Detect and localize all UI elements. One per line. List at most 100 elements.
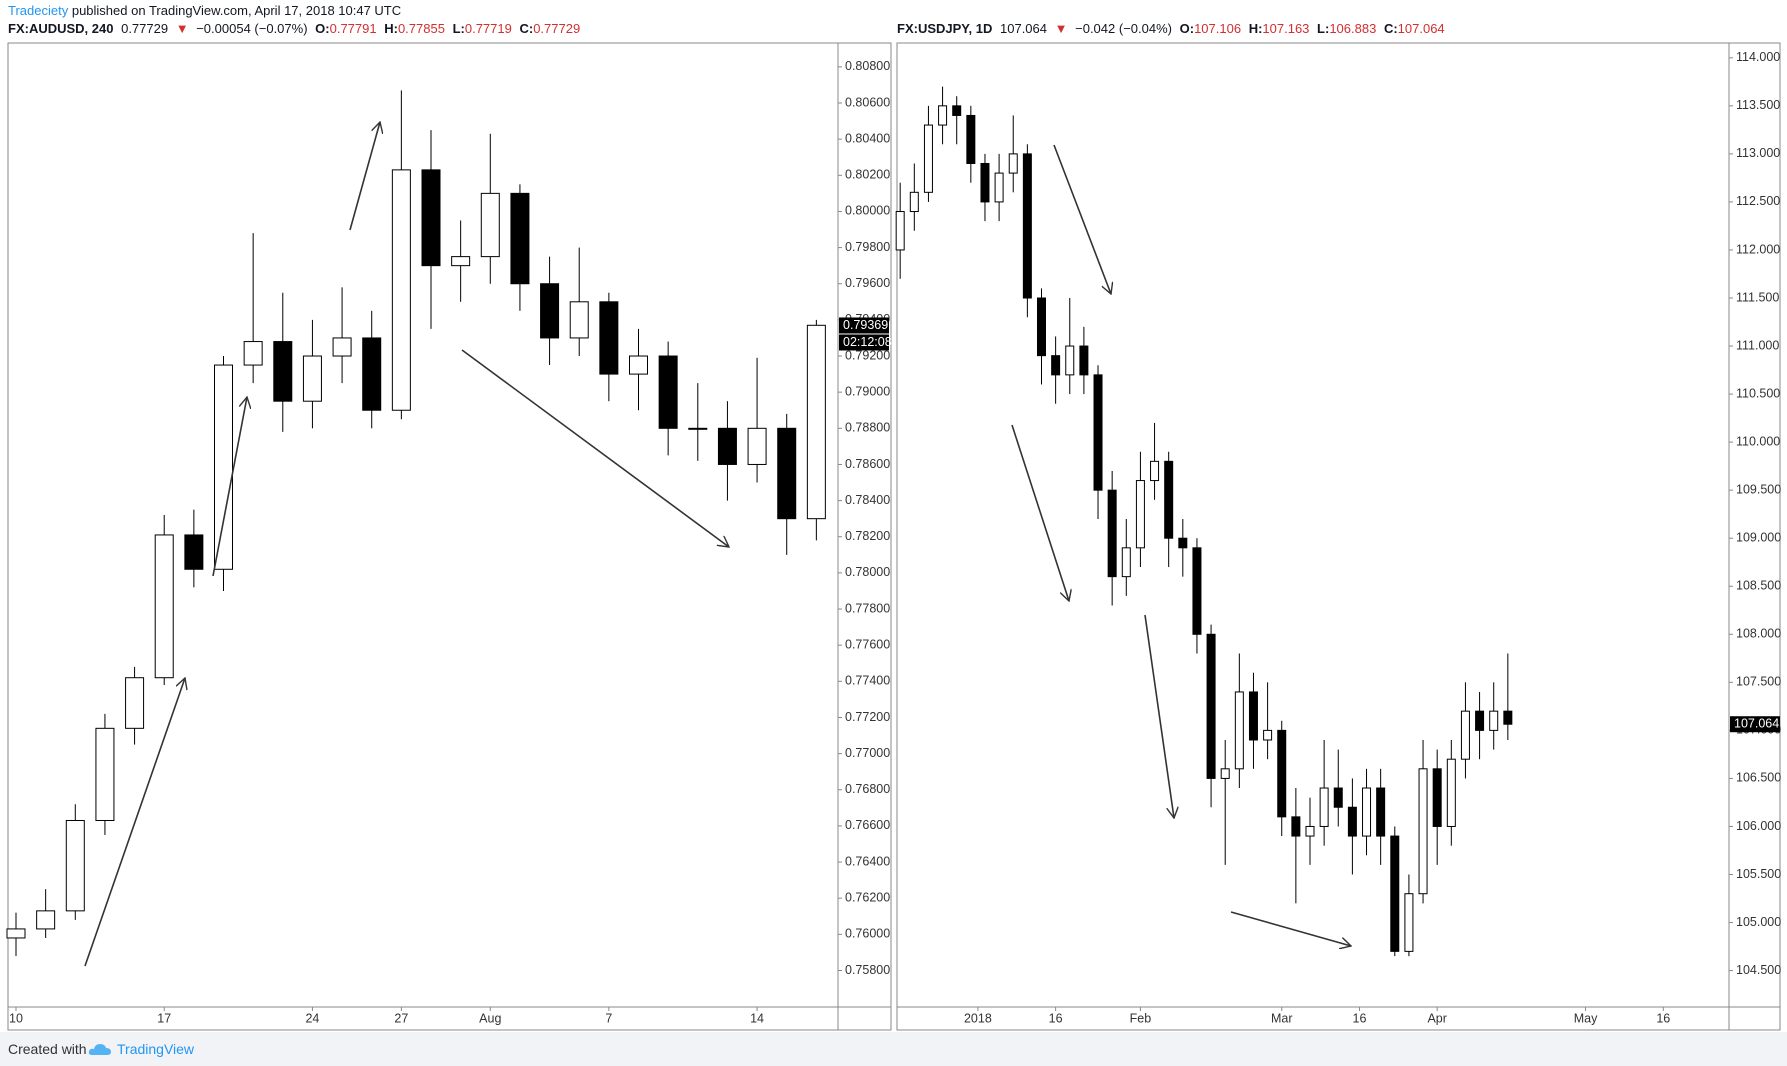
trend-arrows (84, 122, 1351, 967)
y-tick-label: 111.000 (1736, 338, 1779, 352)
change-arrow: ▼ (1054, 21, 1068, 36)
candle-body (1093, 374, 1103, 491)
ohlc-value: 106.883 (1329, 21, 1377, 36)
y-tick-label: 110.000 (1736, 434, 1780, 448)
ohlc-key: C: (519, 21, 534, 36)
y-tick-label: 109.000 (1736, 531, 1781, 545)
brand-link[interactable]: TradingView (117, 1041, 195, 1057)
ohlc-value: 0.77855 (397, 21, 445, 36)
arrow (84, 678, 185, 967)
x-tick-label: 16 (1049, 1011, 1063, 1025)
x-tick-label: 7 (605, 1011, 612, 1025)
ohlc-key: O: (1179, 21, 1195, 36)
candle-body (6, 928, 26, 939)
candle-body (1347, 806, 1357, 837)
y-tick-label: 114.000 (1736, 50, 1780, 64)
ohlc-key: H: (384, 21, 398, 36)
candle-body (540, 283, 560, 339)
y-tick-label: 108.500 (1736, 579, 1781, 593)
y-tick-label: 0.78800 (845, 421, 890, 435)
ohlc-value: 107.163 (1262, 21, 1310, 36)
candle-body (1107, 489, 1117, 578)
candle-body (599, 301, 619, 375)
candle-body (214, 364, 234, 570)
y-tick-label: 0.77600 (845, 637, 890, 651)
x-tick-label: 24 (305, 1011, 319, 1025)
y-tick-label: 0.78000 (845, 565, 890, 579)
ohlc-value: 0.77791 (329, 21, 377, 36)
candle-body (243, 341, 263, 366)
last-price-box (1730, 716, 1780, 733)
candle-body (994, 172, 1004, 203)
candle-body (1079, 345, 1089, 376)
y-tick-label: 110.500 (1736, 386, 1780, 400)
y-tick-label: 0.76000 (845, 927, 890, 941)
arrow (1011, 424, 1069, 601)
candle-body (658, 355, 678, 429)
author-link[interactable]: Tradeciety (8, 3, 69, 18)
arrow (1053, 144, 1111, 294)
candle-body (1305, 825, 1315, 837)
symbol: FX:AUDUSD, 240 (8, 21, 114, 36)
ohlc-key: L: (1317, 21, 1330, 36)
tv-logo[interactable] (88, 1041, 112, 1057)
candle-body (36, 910, 56, 930)
y-tick-label: 107.500 (1736, 675, 1781, 689)
candle-body (923, 124, 933, 193)
candle-body (1008, 153, 1018, 174)
candle-body (1206, 633, 1216, 779)
last-price-label: 0.79369 (843, 318, 888, 332)
y-tick-label: 111.500 (1736, 290, 1779, 304)
candle-body (1121, 547, 1131, 578)
last-value: 0.77729 (121, 21, 169, 36)
candle-body (125, 677, 145, 729)
symbol: FX:USDJPY, 1D (897, 21, 993, 36)
candle-body (95, 727, 115, 821)
candle-body (1333, 787, 1343, 808)
candle-body (980, 162, 990, 203)
chart-header: FX:USDJPY, 1D 107.064 ▼ −0.042 (−0.04%) … (897, 21, 1449, 36)
candle-body (629, 355, 649, 375)
ohlc-key: C: (1383, 21, 1398, 36)
y-tick-label: 0.77000 (845, 746, 890, 760)
last-price-box (839, 317, 889, 334)
y-tick-label: 0.80400 (845, 131, 890, 145)
y-tick-label: 113.000 (1736, 146, 1780, 160)
y-tick-label: 108.000 (1736, 627, 1781, 641)
candle-body (1248, 691, 1258, 741)
y-tick-label: 0.78200 (845, 529, 890, 543)
y-tick-label: 0.80800 (845, 59, 890, 73)
candle-body (938, 105, 948, 126)
y-tick-label: 104.500 (1736, 963, 1781, 977)
candle-body (909, 191, 919, 213)
y-tick-label: 0.78600 (845, 457, 890, 471)
ohlc-key: L: (452, 21, 465, 36)
arrow (349, 122, 380, 231)
y-tick-label: 0.77200 (845, 710, 890, 724)
arrow (212, 397, 247, 577)
y-tick-label: 0.80200 (845, 168, 890, 182)
candle-body (1263, 729, 1273, 741)
candle-body (1150, 460, 1160, 482)
candle-body (966, 114, 976, 164)
arrow (461, 349, 729, 547)
candle-body (391, 169, 411, 411)
created-with: Created with (8, 1041, 87, 1057)
candle-body (806, 324, 826, 520)
x-tick-label: 16 (1656, 1011, 1670, 1025)
y-tick-label: 106.500 (1736, 771, 1781, 785)
candle-body (1065, 345, 1075, 376)
x-tick-label: Feb (1130, 1011, 1152, 1025)
x-tick-label: Aug (479, 1011, 501, 1025)
candle-body (1178, 537, 1188, 549)
change: −0.00054 (−0.07%) (196, 21, 308, 36)
last-price-label: 107.064 (1734, 717, 1779, 731)
candle-body (1164, 460, 1174, 539)
y-tick-label: 0.79000 (845, 384, 890, 398)
ohlc-value: 107.106 (1194, 21, 1242, 36)
footer: Created with TradingView (0, 1032, 1787, 1066)
arrow (1230, 911, 1351, 946)
candle-body (1475, 710, 1485, 731)
candle-body (777, 427, 797, 520)
